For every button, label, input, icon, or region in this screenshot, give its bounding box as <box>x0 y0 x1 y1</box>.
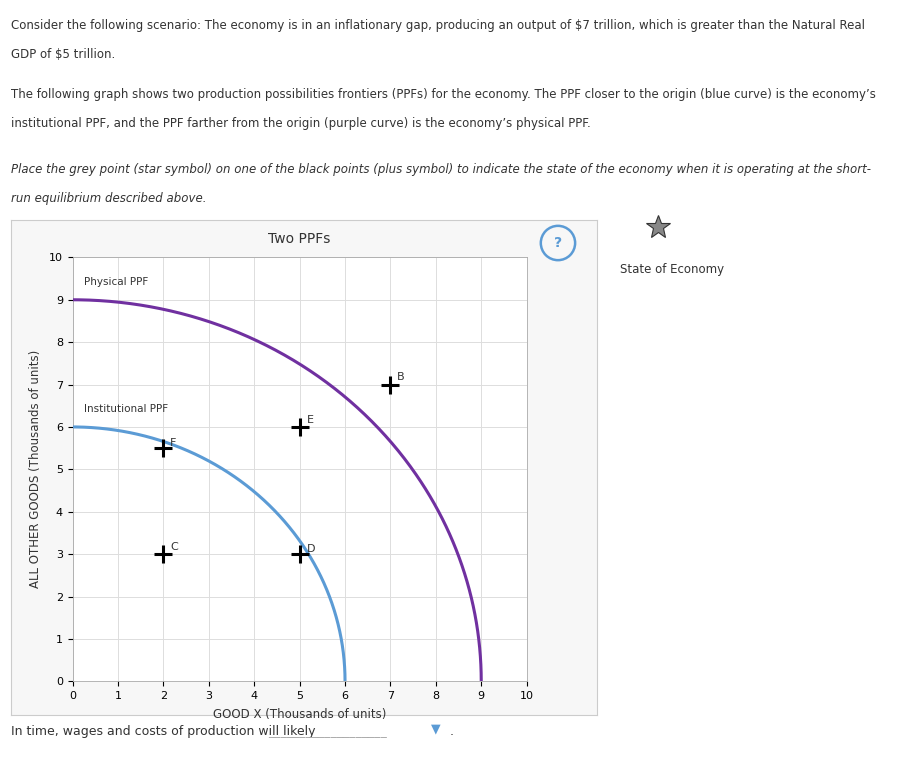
Text: institutional PPF, and the PPF farther from the origin (purple curve) is the eco: institutional PPF, and the PPF farther f… <box>11 117 590 129</box>
Title: Two PPFs: Two PPFs <box>269 232 331 247</box>
Y-axis label: ALL OTHER GOODS (Thousands of units): ALL OTHER GOODS (Thousands of units) <box>29 350 42 588</box>
Text: ___________________: ___________________ <box>268 725 387 738</box>
Text: ▼: ▼ <box>431 723 441 736</box>
Text: Physical PPF: Physical PPF <box>84 277 148 287</box>
Text: GDP of $5 trillion.: GDP of $5 trillion. <box>11 48 115 61</box>
Text: E: E <box>307 415 313 425</box>
Text: ?: ? <box>554 236 562 250</box>
X-axis label: GOOD X (Thousands of units): GOOD X (Thousands of units) <box>213 708 386 721</box>
Text: F: F <box>171 438 177 448</box>
Text: In time, wages and costs of production will likely: In time, wages and costs of production w… <box>11 725 315 738</box>
Text: The following graph shows two production possibilities frontiers (PPFs) for the : The following graph shows two production… <box>11 88 876 101</box>
Text: run equilibrium described above.: run equilibrium described above. <box>11 192 206 204</box>
Text: B: B <box>398 372 405 382</box>
Text: D: D <box>307 544 315 554</box>
Text: Institutional PPF: Institutional PPF <box>84 404 168 414</box>
Text: C: C <box>171 542 178 552</box>
Text: .: . <box>449 725 453 738</box>
Text: State of Economy: State of Economy <box>620 263 724 276</box>
Text: Consider the following scenario: The economy is in an inflationary gap, producin: Consider the following scenario: The eco… <box>11 19 865 32</box>
Text: Place the grey point (star symbol) on one of the black points (plus symbol) to i: Place the grey point (star symbol) on on… <box>11 163 871 176</box>
